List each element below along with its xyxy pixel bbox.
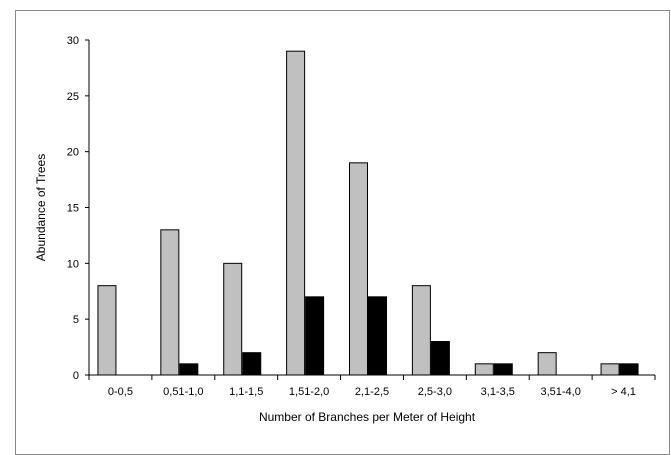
y-tick-label: 0 [73,370,79,382]
bar-series-2 [493,363,513,376]
bar-series-2 [619,363,639,376]
y-tick-label: 30 [67,35,79,47]
bar-series-2 [179,363,199,376]
bar-series-2 [368,296,387,376]
x-tick-label: 3,51-4,0 [540,386,580,398]
x-tick-label: 0,51-1,0 [163,386,203,398]
y-tick-label: 25 [67,91,79,103]
bar-series-1 [600,363,620,376]
x-tick-label: 3,1-3,5 [481,386,515,398]
bar-series-1 [411,285,431,376]
x-tick-label: > 4,1 [611,386,636,398]
x-tick-label: 1,51-2,0 [289,386,329,398]
bar-series-1 [349,162,368,376]
chart-frame [15,10,670,455]
x-tick-label: 1,1-1,5 [229,386,263,398]
x-tick-label: 2,1-2,5 [355,386,389,398]
x-ticks: 0-0,5 0,51-1,0 1,1-1,5 1,51-2,0 2,1-2,5 2,5-3… [88,375,656,398]
y-axis-title: Abundance of Trees [34,154,48,261]
y-tick-label: 10 [67,258,79,270]
bar-series-2 [305,296,325,376]
x-tick-label: 0-0,5 [108,386,133,398]
bar-series-1 [286,50,306,376]
y-tick-label: 20 [67,147,79,159]
y-ticks: 0 5 10 15 20 25 30 [67,35,89,382]
bar-series-2 [430,341,450,376]
bar-series-2 [242,352,262,376]
y-tick-label: 5 [73,314,79,326]
bar-series-1 [223,262,243,376]
bar-series-1 [160,229,180,376]
bar-series-1 [474,363,494,376]
x-axis-title: Number of Branches per Meter of Height [259,410,476,424]
bar-series-1 [97,285,117,376]
bars-layer [97,50,639,376]
bar-series-1 [537,352,557,376]
x-tick-label: 2,5-3,0 [418,386,452,398]
y-tick-label: 15 [67,203,79,215]
